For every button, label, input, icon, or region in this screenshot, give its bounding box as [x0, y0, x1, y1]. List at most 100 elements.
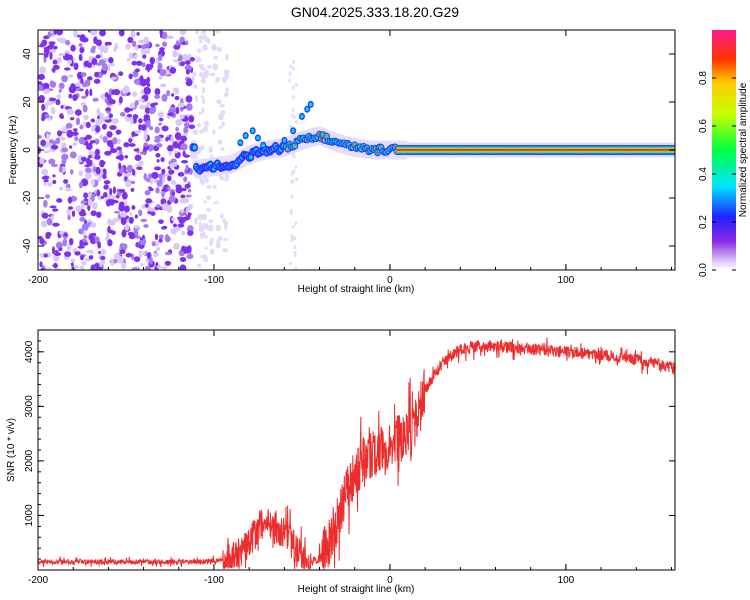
spectrogram-faint-cell — [201, 231, 206, 237]
spectrogram-noise-cell — [140, 124, 147, 131]
spectrogram-noise-cell — [85, 88, 89, 97]
spectrogram-noise-cell — [188, 124, 196, 130]
spectrogram-noise-cell — [136, 32, 140, 36]
spectrogram-x-tick-label: 100 — [558, 275, 575, 286]
spectrogram-noise-cell — [111, 230, 116, 235]
snr-y-axis-label: SNR (10 * v/v) — [6, 418, 17, 482]
spectrogram-noise-cell — [169, 67, 177, 74]
spectrogram-noise-cell — [162, 31, 168, 40]
spectrogram-x-tick-label: -200 — [28, 275, 48, 286]
spectrogram-noise-cell — [95, 151, 100, 157]
spectrogram-noise-cell — [109, 187, 113, 196]
spectrogram-faint-cell — [200, 254, 205, 259]
spectrogram-noise-cell — [106, 139, 114, 147]
spectrogram-noise-cell — [146, 82, 151, 87]
spectrogram-noise-cell — [138, 160, 144, 165]
spectrogram-noise-cell — [88, 255, 94, 260]
spectrogram-noise-cell — [90, 232, 97, 237]
colorbar-ticks: 0.0 0.2 0.4 0.6 0.8 — [698, 71, 736, 277]
spectrogram-noise-cell — [138, 209, 143, 217]
spectrogram-noise-cell — [83, 235, 88, 239]
spectrogram-noise-cell — [154, 233, 159, 241]
spectrogram-noise-cell — [126, 113, 133, 118]
spectrogram-noise-cell — [175, 184, 182, 189]
spectrogram-noise-cell — [85, 172, 93, 180]
spectrogram-noise-cell — [182, 150, 186, 157]
spectrogram-noise-cell — [180, 194, 186, 199]
spectrogram-noise-cell — [94, 138, 100, 145]
spectrogram-faint-cell — [216, 99, 222, 105]
spectrogram-noise-cell — [80, 200, 88, 204]
spectrogram-noise-cell — [138, 118, 143, 124]
spectrogram-noise-cell — [161, 191, 165, 198]
spectrogram-noise-cell — [41, 212, 49, 219]
spectrogram-noise-cell — [38, 42, 41, 46]
spectrogram-noise-cell — [114, 42, 119, 50]
spectrogram-faint-cell — [206, 195, 212, 200]
spectrogram-noise-cell — [104, 92, 109, 98]
spectrogram-faint-cell — [196, 123, 202, 128]
spectrogram-noise-cell — [155, 187, 160, 194]
spectrogram-noise-cell — [187, 189, 192, 193]
spectrogram-faint-cell — [292, 153, 296, 158]
spectrogram-noise-cell — [144, 265, 151, 270]
spectrogram-noise-cell — [115, 129, 122, 135]
spectrogram-noise-cell — [118, 204, 126, 212]
chart-title: GN04.2025.333.18.20.G29 — [290, 4, 460, 20]
spectrogram-noise-cell — [119, 111, 126, 117]
spectrogram-noise-cell — [104, 107, 112, 111]
spectrogram-faint-cell — [215, 76, 221, 83]
spectrogram-noise-cell — [40, 220, 48, 228]
spectrogram-noise-cell — [175, 40, 180, 47]
spectrogram-faint-cell — [213, 201, 219, 205]
spectrogram-noise-cell — [39, 157, 45, 165]
spectrogram-noise-cell — [91, 125, 97, 130]
spectrogram-faint-cell — [204, 177, 210, 183]
spectrogram-noise-cell — [185, 207, 189, 215]
spectrogram-noise-cell — [134, 163, 143, 167]
spectrogram-noise-cell — [51, 140, 57, 145]
spectrogram-noise-cell — [111, 118, 119, 124]
spectrogram-noise-cell — [133, 256, 141, 263]
spectrogram-noise-cell — [118, 96, 123, 104]
spectrogram-noise-cell — [58, 186, 64, 191]
spectrogram-y-tick-label: 0 — [22, 147, 33, 153]
spectrogram-faint-cell — [290, 233, 294, 238]
spectrogram-faint-cell — [194, 217, 198, 224]
spectrogram-noise-cell — [56, 241, 62, 246]
snr-x-axis-label: Height of straight line (km) — [298, 584, 415, 595]
spectrogram-noise-cell — [162, 225, 168, 229]
spectrogram-noise-cell — [154, 94, 161, 100]
spectrogram-noise-cell — [38, 134, 43, 139]
spectrogram-faint-cell — [291, 107, 295, 112]
spectrogram-noise-cell — [97, 177, 102, 182]
spectrogram-noise-cell — [56, 37, 63, 42]
spectrogram-faint-cell — [206, 207, 211, 213]
spectrogram-noise-cell — [151, 171, 159, 179]
spectrogram-noise-cell — [124, 155, 129, 159]
spectrogram-noise-cell — [95, 125, 101, 133]
spectrogram-noise-cell — [125, 180, 132, 188]
spectrogram-noise-cell — [98, 134, 104, 140]
spectrogram-x-tick-label: -100 — [204, 275, 224, 286]
spectrogram-noise-cell — [82, 121, 87, 127]
spectrogram-noise-cell — [142, 251, 146, 256]
spectrogram-noise-cell — [128, 138, 133, 143]
spectrogram-faint-cell — [195, 30, 199, 35]
spectrogram-noise-cell — [158, 238, 163, 243]
spectrogram-noise-cell — [178, 41, 182, 46]
spectrogram-faint-cell — [215, 30, 221, 34]
spectrogram-noise-cell — [90, 210, 97, 217]
spectrogram-faint-cell — [198, 34, 204, 41]
spectrogram-faint-cell — [292, 85, 295, 90]
spectrogram-faint-cell — [197, 263, 202, 268]
spectrogram-faint-cell — [218, 174, 224, 179]
spectrogram-noise-cell — [108, 57, 114, 64]
snr-y-tick-label: 1000 — [24, 504, 35, 527]
spectrogram-noise-cell — [156, 246, 161, 252]
spectrogram-noise-cell — [185, 95, 193, 103]
spectrogram-noise-cell — [151, 208, 156, 212]
spectrogram-faint-cell — [288, 71, 292, 76]
spectrogram-noise-cell — [149, 178, 154, 185]
spectrogram-ridge-cell — [325, 134, 328, 138]
